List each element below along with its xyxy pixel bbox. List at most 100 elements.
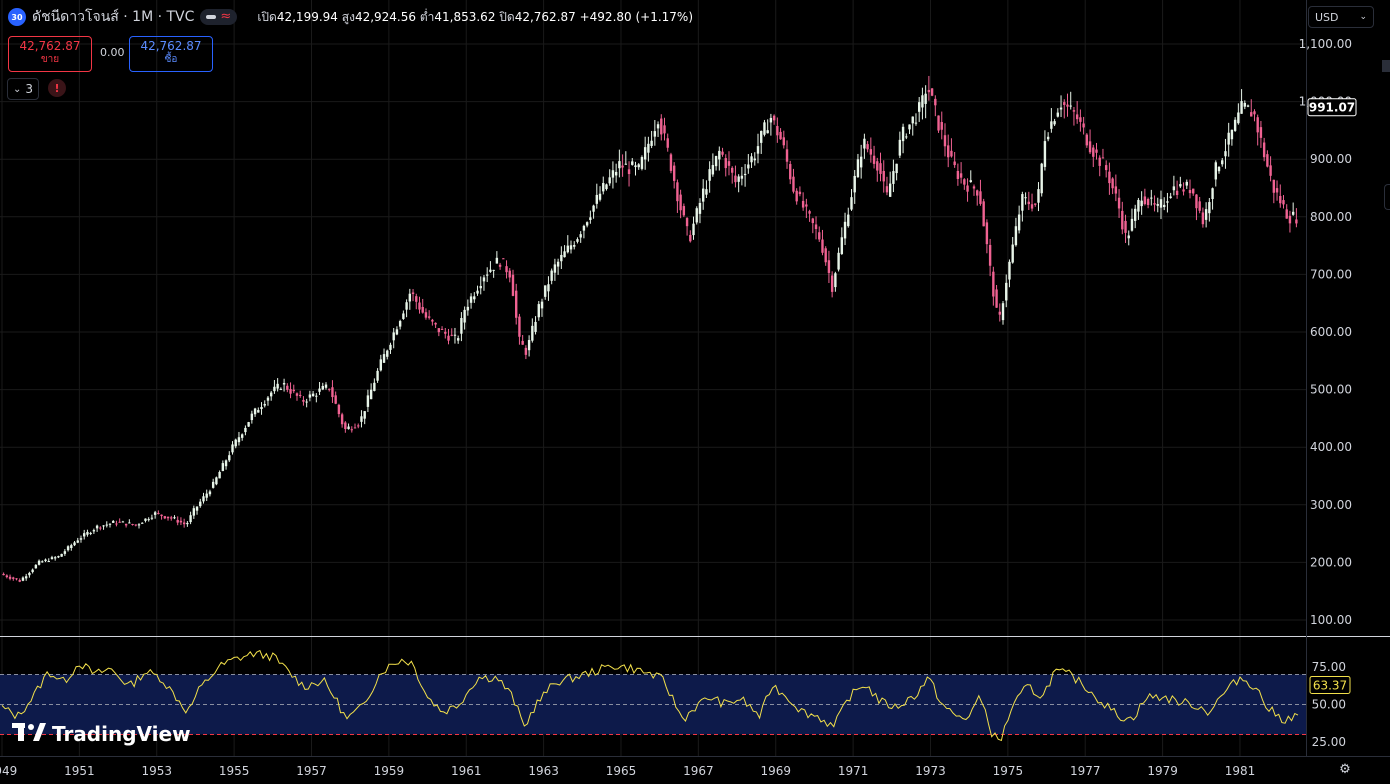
candle-body	[527, 340, 531, 351]
candle-body	[756, 146, 760, 154]
candle-body	[653, 131, 657, 137]
sell-price: 42,762.87	[19, 39, 81, 53]
candle-body	[1063, 102, 1066, 105]
candle-body	[872, 155, 876, 164]
candle-body	[972, 186, 976, 189]
candle-body	[153, 512, 157, 515]
candle-body	[382, 354, 386, 363]
candle-body	[827, 260, 831, 273]
candle-body	[1005, 282, 1008, 301]
candle-body	[108, 523, 112, 525]
candle-body	[498, 264, 502, 267]
candle-body	[585, 222, 589, 226]
currency-select[interactable]: USD ⌄	[1308, 6, 1374, 28]
rsi-tick-label: 50.00	[1312, 698, 1346, 712]
candle-body	[705, 189, 708, 195]
candle-body	[747, 164, 750, 169]
rsi-value-box	[1309, 675, 1351, 694]
candle-body	[602, 183, 605, 192]
candle-body	[682, 206, 686, 216]
candle-body	[1169, 196, 1172, 198]
candle-body	[563, 251, 566, 258]
candle-body	[321, 385, 324, 390]
candle-body	[485, 274, 489, 276]
candle-body	[995, 289, 998, 308]
candle-body	[1240, 101, 1243, 114]
candle-body	[979, 191, 982, 204]
time-tick-label: 1977	[1070, 764, 1101, 778]
candle-body	[112, 521, 115, 523]
candle-body	[701, 188, 705, 202]
candle-body	[431, 319, 434, 322]
spread-value: 0.00	[100, 46, 125, 59]
candle-body	[415, 296, 418, 302]
candle-body	[53, 557, 57, 559]
settings-icon[interactable]: ⚙	[1339, 762, 1351, 777]
candle-body	[595, 194, 599, 204]
candle-body	[179, 520, 183, 523]
candle-body	[934, 98, 937, 106]
candle-body	[211, 481, 215, 488]
candle-body	[782, 137, 785, 146]
warning-icon[interactable]: !	[48, 79, 66, 97]
candle-body	[724, 158, 727, 169]
time-tick-label: 1963	[528, 764, 559, 778]
candle-body	[118, 521, 121, 523]
candle-body	[215, 477, 218, 485]
candle-body	[350, 429, 353, 431]
candle-body	[695, 208, 698, 223]
candle-body	[115, 523, 118, 525]
candle-body	[482, 277, 486, 282]
symbol-title[interactable]: ดัชนีดาวโจนส์ · 1M · TVC	[32, 9, 195, 25]
candle-body	[837, 252, 840, 270]
candle-body	[1201, 212, 1205, 225]
candle-body	[395, 329, 399, 335]
candle-body	[376, 370, 379, 381]
candle-body	[643, 147, 647, 160]
candle-body	[1104, 165, 1108, 171]
candle-body	[714, 156, 718, 167]
candle-body	[950, 150, 953, 157]
candle-body	[1117, 197, 1121, 209]
candle-body	[598, 193, 602, 200]
candle-body	[408, 293, 412, 302]
candle-body	[969, 180, 972, 182]
series-toggle[interactable]: ≈	[200, 9, 238, 25]
candle-body	[569, 245, 573, 250]
candle-body	[785, 149, 789, 162]
candle-body	[1208, 202, 1211, 214]
candle-body	[708, 169, 711, 181]
candle-body	[982, 201, 985, 227]
candle-body	[521, 340, 524, 345]
candle-body	[698, 202, 702, 214]
sell-button[interactable]: 42,762.87 ขาย	[8, 36, 92, 72]
time-tick-label: 1981	[1225, 764, 1256, 778]
candle-body	[18, 580, 21, 582]
candle-body	[515, 290, 518, 318]
candle-body	[959, 173, 963, 178]
candle-body	[573, 245, 576, 247]
candle-body	[1030, 204, 1034, 209]
buy-label: ซื้อ	[164, 54, 178, 65]
candle-body	[1262, 142, 1266, 158]
candle-body	[289, 389, 292, 394]
candle-body	[266, 397, 270, 401]
chart-header: 30 ดัชนีดาวโจนส์ · 1M · TVC ≈ เปิด42,199…	[8, 6, 693, 28]
side-handle[interactable]	[1382, 60, 1390, 72]
candle-body	[63, 551, 67, 554]
candle-body	[253, 408, 257, 415]
side-tab[interactable]	[1384, 184, 1390, 210]
candle-body	[850, 197, 853, 210]
candle-body	[830, 275, 834, 292]
candle-body	[824, 248, 827, 263]
candle-body	[1127, 235, 1130, 239]
buy-button[interactable]: 42,762.87 ซื้อ	[129, 36, 213, 72]
candle-body	[360, 416, 363, 422]
candle-body	[79, 538, 83, 540]
indicators-toggle[interactable]: ⌄ 3	[7, 78, 39, 100]
candle-body	[592, 205, 595, 212]
candle-body	[460, 317, 463, 334]
candle-body	[379, 359, 383, 371]
candle-body	[292, 389, 295, 392]
